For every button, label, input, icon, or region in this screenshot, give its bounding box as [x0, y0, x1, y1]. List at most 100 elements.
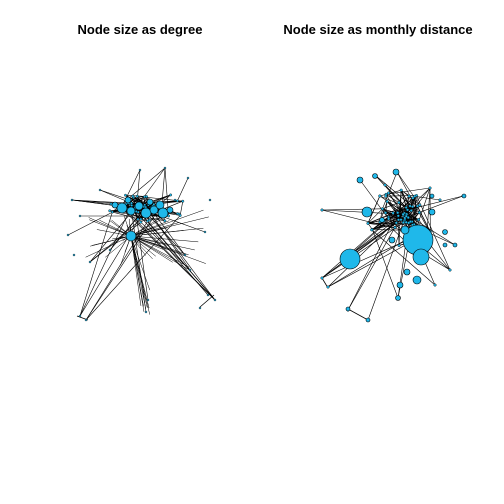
node [448, 268, 452, 272]
node [401, 212, 405, 216]
edge [105, 235, 132, 258]
node [407, 221, 411, 225]
edge [145, 206, 191, 271]
node-large [126, 206, 136, 216]
node [411, 205, 415, 209]
node [173, 198, 177, 202]
node [136, 217, 140, 221]
node [413, 194, 417, 198]
panel-title-monthly-distance: Node size as monthly distance [283, 22, 473, 37]
node-large [428, 208, 436, 216]
edge [130, 235, 145, 312]
node [417, 218, 421, 222]
node [396, 214, 400, 218]
edge [321, 205, 418, 279]
node [130, 201, 133, 205]
node [144, 310, 148, 314]
node [108, 209, 112, 213]
edge [404, 212, 456, 246]
edge [371, 229, 436, 286]
edge [89, 209, 153, 263]
node [175, 199, 179, 203]
edge [321, 222, 404, 279]
node [407, 194, 411, 198]
node-large [339, 248, 361, 270]
node [387, 217, 391, 221]
node-large [157, 207, 169, 219]
edge [135, 167, 166, 209]
node [139, 220, 143, 224]
node [404, 220, 408, 224]
edge [412, 197, 431, 232]
edge [349, 222, 397, 256]
node [404, 206, 408, 210]
edge [79, 205, 132, 317]
edge [347, 308, 369, 321]
node [384, 194, 388, 198]
node [406, 216, 410, 220]
node [387, 191, 391, 195]
panel-title-degree: Node size as degree [77, 22, 203, 37]
node [131, 194, 135, 198]
node-large [356, 176, 364, 184]
edge [130, 220, 170, 237]
node [188, 268, 192, 272]
edge [130, 222, 179, 237]
network-monthly-distance [320, 168, 467, 323]
node [396, 211, 400, 215]
node [428, 186, 432, 190]
node [320, 276, 324, 280]
edge [130, 216, 209, 237]
edge [130, 218, 163, 237]
node [391, 211, 395, 215]
node-large [116, 202, 128, 214]
node [136, 210, 140, 214]
node [181, 199, 185, 203]
edge [130, 203, 147, 313]
node [139, 217, 143, 221]
edge [90, 235, 132, 247]
edge [85, 220, 148, 321]
node [366, 221, 370, 225]
edge [124, 211, 216, 301]
node [66, 233, 70, 237]
edge [79, 211, 113, 317]
node [394, 221, 398, 225]
node [183, 253, 187, 257]
node-large [111, 201, 119, 209]
node [203, 230, 207, 234]
node [405, 208, 409, 212]
node [198, 306, 202, 310]
edge [130, 235, 170, 246]
edge [327, 235, 413, 288]
edge [130, 235, 146, 309]
node-large [412, 248, 430, 266]
edge [379, 189, 402, 197]
edge [385, 195, 417, 197]
node [72, 253, 76, 257]
edge [382, 208, 399, 220]
node [438, 198, 442, 202]
node [78, 314, 82, 318]
node [417, 210, 421, 214]
edge [130, 235, 151, 291]
node [70, 198, 74, 202]
edge [71, 199, 129, 204]
edge [135, 208, 216, 301]
node-large [412, 275, 422, 285]
node-large [146, 198, 154, 206]
node [84, 318, 88, 322]
edge [385, 201, 388, 213]
edge [199, 294, 215, 308]
node [169, 193, 173, 197]
node-large [442, 242, 448, 248]
edge [396, 171, 421, 206]
node-large [140, 207, 152, 219]
node [130, 204, 134, 207]
node [411, 196, 415, 200]
node-large [379, 217, 385, 223]
node [404, 214, 408, 218]
node [380, 207, 384, 211]
edge [327, 238, 418, 288]
